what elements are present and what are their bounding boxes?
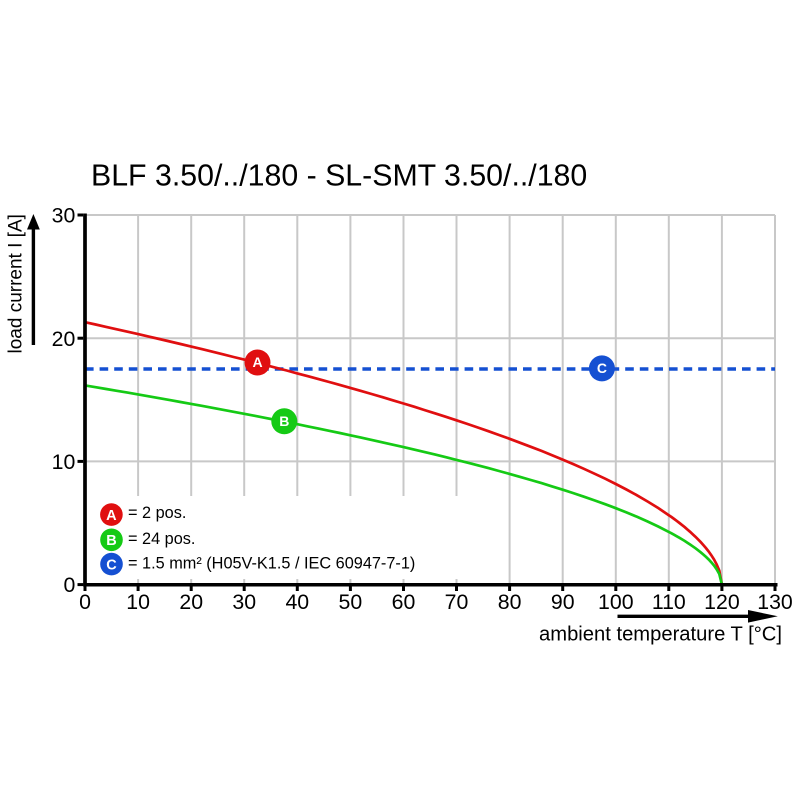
svg-text:110: 110: [652, 590, 686, 614]
svg-text:= 2 pos.: = 2 pos.: [128, 504, 186, 522]
svg-text:A: A: [252, 354, 262, 370]
svg-text:70: 70: [445, 590, 469, 614]
svg-text:130: 130: [757, 590, 793, 614]
svg-text:60: 60: [392, 590, 416, 614]
svg-text:10: 10: [126, 590, 150, 614]
svg-text:0: 0: [63, 573, 75, 597]
svg-text:load current I [A]: load current I [A]: [6, 214, 27, 353]
svg-text:ambient temperature T [°C]: ambient temperature T [°C]: [539, 624, 782, 646]
svg-text:100: 100: [598, 590, 634, 614]
svg-text:C: C: [106, 557, 117, 573]
svg-text:0: 0: [79, 590, 91, 614]
svg-text:B: B: [106, 533, 116, 549]
svg-text:= 24 pos.: = 24 pos.: [128, 530, 195, 548]
svg-text:BLF 3.50/../180 - SL-SMT 3.50/: BLF 3.50/../180 - SL-SMT 3.50/../180: [91, 160, 587, 193]
svg-text:20: 20: [179, 590, 203, 614]
svg-text:= 1.5 mm² (H05V-K1.5 / IEC 609: = 1.5 mm² (H05V-K1.5 / IEC 60947-7-1): [128, 554, 415, 572]
svg-text:A: A: [106, 508, 117, 524]
svg-text:40: 40: [285, 590, 309, 614]
svg-text:30: 30: [232, 590, 256, 614]
svg-text:10: 10: [52, 450, 76, 474]
svg-text:90: 90: [551, 590, 575, 614]
svg-text:30: 30: [52, 204, 76, 228]
svg-text:120: 120: [704, 590, 740, 614]
svg-text:B: B: [279, 413, 289, 429]
svg-text:C: C: [597, 360, 607, 376]
svg-text:80: 80: [498, 590, 522, 614]
svg-text:20: 20: [52, 327, 76, 351]
svg-text:50: 50: [339, 590, 363, 614]
